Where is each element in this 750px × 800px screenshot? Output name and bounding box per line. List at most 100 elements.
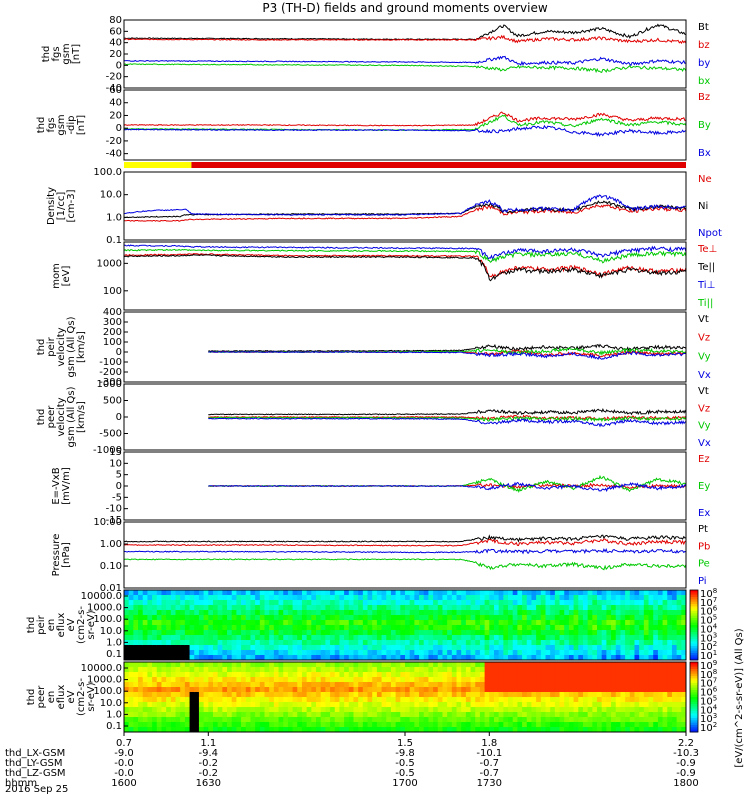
spectrogram-cell [597, 677, 603, 683]
spectrogram-cell [522, 662, 528, 668]
y-label-line: [nT] [71, 44, 82, 64]
spectrogram-cell [381, 662, 387, 668]
spectrogram-cell [484, 620, 490, 626]
spectrogram-cell [620, 672, 626, 678]
spectrogram-cell [639, 620, 645, 626]
spectrogram-cell [138, 667, 144, 673]
spectrogram-cell [138, 595, 144, 601]
spectrogram-cell [292, 667, 298, 673]
colorbar-tick-exponent: 7 [713, 677, 717, 685]
spectrogram-cell [278, 600, 284, 606]
spectrogram-cell [236, 650, 242, 656]
time-axis-value: 1.5 [397, 738, 413, 749]
spectrogram-cell [526, 640, 532, 646]
spectrogram-cell [405, 682, 411, 688]
spectrogram-cell [437, 697, 443, 703]
spectrogram-cell [320, 600, 326, 606]
spectrogram-cell [278, 672, 284, 678]
spectrogram-cell [330, 595, 336, 601]
spectrogram-cell [433, 717, 439, 723]
spectrogram-cell [559, 625, 565, 631]
spectrogram-cell [231, 707, 237, 713]
spectrogram-cell [133, 712, 139, 718]
y-tick-label: 0.1 [106, 235, 122, 246]
spectrogram-cell [615, 687, 621, 693]
spectrogram-cell [334, 610, 340, 616]
spectrogram-cell [231, 630, 237, 636]
spectrogram-cell [348, 615, 354, 621]
spectrogram-cell [259, 600, 265, 606]
spectrogram-cell [198, 707, 205, 713]
spectrogram-cell [348, 722, 354, 728]
spectrogram-cell [203, 672, 209, 678]
spectrogram-cell [287, 662, 294, 668]
spectrogram-cell [133, 630, 139, 636]
spectrogram-cell [479, 650, 486, 656]
spectrogram-cell [428, 645, 434, 651]
spectrogram-cell [344, 595, 350, 601]
spectrogram-cell [264, 662, 270, 668]
spectrogram-cell [423, 645, 429, 651]
spectrogram-cell [540, 697, 546, 703]
spectrogram-cell [283, 727, 289, 733]
spectrogram-cell [629, 672, 635, 678]
spectrogram-cell [447, 625, 453, 631]
spectrogram-cell [320, 712, 326, 718]
spectrogram-cell [381, 605, 387, 611]
y-tick-label: 0.1 [106, 721, 122, 732]
spectrogram-cell [428, 662, 434, 668]
spectrogram-cell [189, 600, 195, 606]
spectrogram-cell [222, 590, 228, 596]
spectrogram-cell [601, 640, 607, 646]
spectrogram-cell [170, 722, 177, 728]
spectrogram-cell [409, 667, 415, 673]
colorbar-tick-exponent: 6 [713, 686, 718, 694]
spectrogram-cell [671, 727, 678, 733]
spectrogram-cell [367, 590, 373, 596]
spectrogram-cell [606, 640, 612, 646]
spectrogram-cell [601, 667, 607, 673]
spectrogram-cell [367, 687, 373, 693]
spectrogram-cell [128, 727, 134, 733]
spectrogram-cell [597, 682, 603, 688]
spectrogram-cell [372, 662, 378, 668]
spectrogram-cell [414, 615, 420, 621]
spectrogram-cell [681, 687, 687, 693]
spectrogram-cell [376, 650, 383, 656]
spectrogram-cell [643, 677, 650, 683]
spectrogram-cell [198, 590, 205, 596]
spectrogram-cell [489, 605, 495, 611]
spectrogram-cell [405, 605, 411, 611]
spectrogram-cell [180, 640, 186, 646]
spectrogram-cell [587, 722, 593, 728]
spectrogram-cell [180, 630, 186, 636]
spectrogram-cell [273, 630, 280, 636]
spectrogram-cell [180, 610, 186, 616]
spectrogram-cell [348, 605, 354, 611]
spectrogram-cell [489, 655, 495, 661]
spectrogram-cell [386, 630, 392, 636]
spectrogram-cell [493, 727, 500, 733]
spectrogram-cell [437, 722, 443, 728]
spectrogram-cell [222, 677, 228, 683]
spectrogram-cell [592, 712, 598, 718]
spectrogram-cell [184, 682, 191, 688]
spectrogram-cell [250, 727, 256, 733]
spectrogram-cell [671, 635, 678, 641]
colorbar-step [690, 680, 698, 684]
spectrogram-cell [568, 620, 575, 626]
spectrogram-cell [264, 712, 270, 718]
spectrogram-cell [601, 610, 607, 616]
spectrogram-cell [447, 707, 453, 713]
spectrogram-cell [212, 712, 219, 718]
spectrogram-cell [362, 707, 369, 713]
spectrogram-cell [287, 717, 294, 723]
spectrogram-cell [353, 630, 359, 636]
spectrogram-cell [465, 610, 472, 616]
spectrogram-cell [554, 600, 561, 606]
spectrogram-cell [676, 722, 682, 728]
spectrogram-cell [198, 635, 205, 641]
spectrogram-cell [128, 605, 134, 611]
